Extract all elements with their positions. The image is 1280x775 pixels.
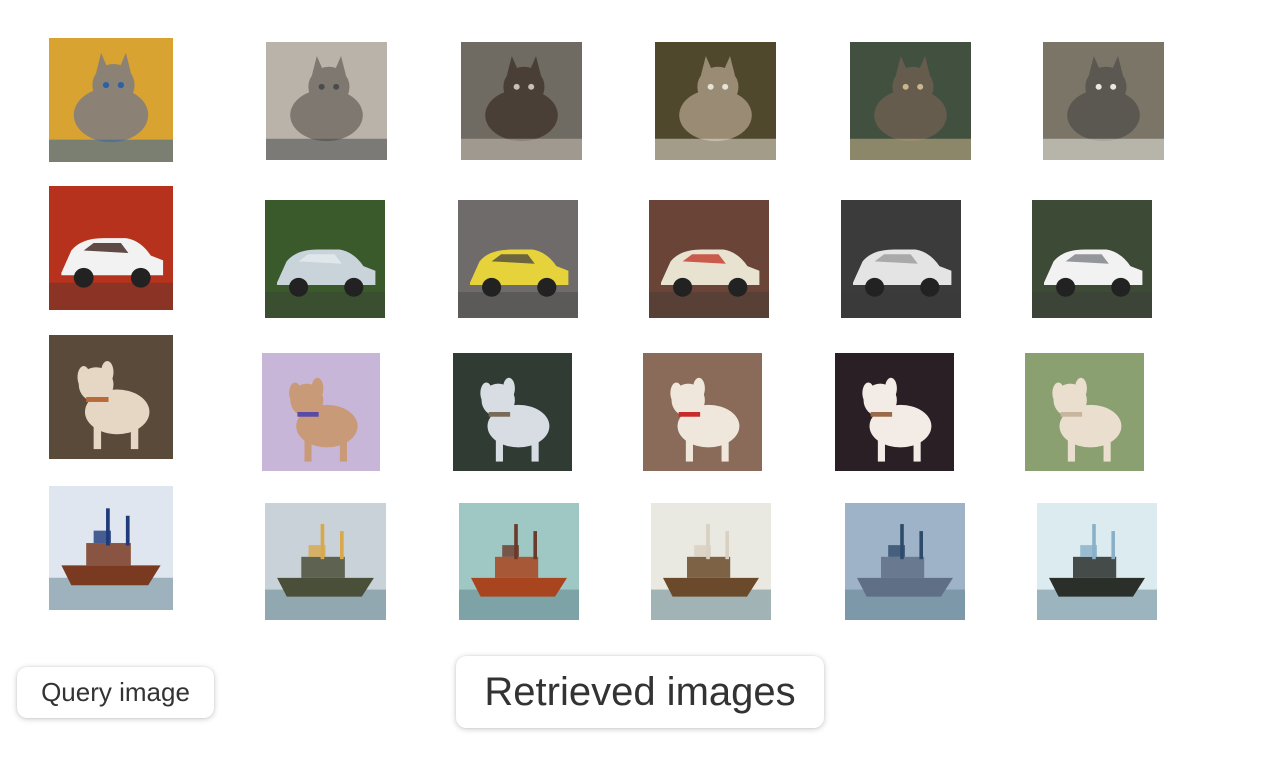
retrieved-image-ship-4 [845,503,965,620]
retrieved-image-ship-3 [651,503,771,620]
retrieved-image-cat-2 [461,42,582,160]
retrieved-image-cat-4 [850,42,971,160]
retrieved-image-dog-5 [1025,353,1144,471]
retrieved-image-dog-3 [643,353,762,471]
retrieved-image-ship-2 [459,503,579,620]
retrieved-image-cat-3 [655,42,776,160]
retrieved-image-ship-1 [265,503,386,620]
retrieved-image-dog-1 [262,353,380,471]
query-image-car [49,186,173,310]
retrieved-image-car-2 [458,200,578,318]
retrieved-images-label: Retrieved images [456,656,824,728]
retrieved-image-car-5 [1032,200,1152,318]
row-cat [0,38,1280,168]
row-car [0,186,1280,318]
row-ship [0,486,1280,620]
query-image-dog [49,335,173,459]
query-image-label: Query image [17,667,214,718]
retrieved-image-car-4 [841,200,961,318]
retrieved-image-cat-1 [266,42,387,160]
retrieved-image-car-1 [265,200,385,318]
query-image-ship [49,486,173,610]
query-image-cat [49,38,173,162]
retrieved-image-cat-5 [1043,42,1164,160]
retrieved-image-dog-2 [453,353,572,471]
retrieved-image-car-3 [649,200,769,318]
row-dog [0,335,1280,471]
retrieved-image-dog-4 [835,353,954,471]
retrieved-image-ship-5 [1037,503,1157,620]
